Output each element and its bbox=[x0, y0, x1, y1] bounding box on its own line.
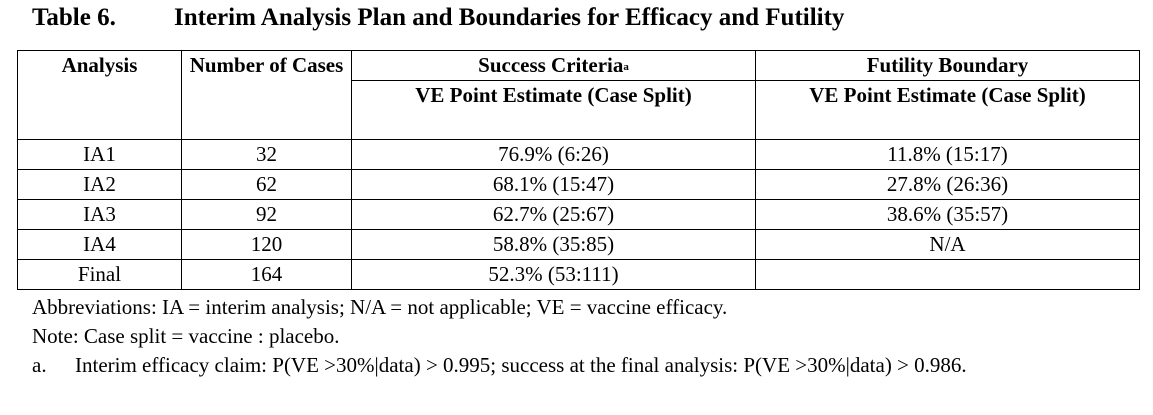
cell-success: 52.3% (53:111) bbox=[351, 259, 756, 290]
cell-futility: N/A bbox=[755, 229, 1140, 260]
cell-success: 58.8% (35:85) bbox=[351, 229, 756, 260]
cell-futility bbox=[755, 259, 1140, 290]
interim-analysis-table: Analysis Number of Cases Success Criteri… bbox=[17, 50, 1140, 290]
header-futility-sub: VE Point Estimate (Case Split) bbox=[755, 80, 1140, 140]
footnote-a: a. Interim efficacy claim: P(VE >30%|dat… bbox=[32, 351, 1142, 380]
table-title: Table 6. Interim Analysis Plan and Bounda… bbox=[32, 2, 844, 34]
cell-success: 76.9% (6:26) bbox=[351, 139, 756, 170]
cell-analysis: IA4 bbox=[17, 229, 182, 260]
table-caption: Interim Analysis Plan and Boundaries for… bbox=[174, 4, 845, 31]
cell-analysis: IA1 bbox=[17, 139, 182, 170]
cell-futility: 38.6% (35:57) bbox=[755, 199, 1140, 230]
table-row: Final 164 52.3% (53:111) bbox=[17, 259, 1140, 290]
cell-analysis: Final bbox=[17, 259, 182, 290]
header-success-label: Success Criteria bbox=[478, 53, 624, 77]
cell-success: 62.7% (25:67) bbox=[351, 199, 756, 230]
header-success-criteria: Success Criteriaa bbox=[351, 50, 756, 81]
footnote-a-text: Interim efficacy claim: P(VE >30%|data) … bbox=[75, 353, 967, 377]
table-row: IA4 120 58.8% (35:85) N/A bbox=[17, 229, 1140, 260]
cell-cases: 32 bbox=[181, 139, 352, 170]
cell-analysis: IA3 bbox=[17, 199, 182, 230]
table-number: Table 6. bbox=[32, 4, 116, 31]
cell-success: 68.1% (15:47) bbox=[351, 169, 756, 200]
header-futility-boundary: Futility Boundary bbox=[755, 50, 1140, 81]
cell-cases: 164 bbox=[181, 259, 352, 290]
header-success-sub: VE Point Estimate (Case Split) bbox=[351, 80, 756, 140]
case-split-note: Note: Case split = vaccine : placebo. bbox=[32, 324, 340, 348]
cell-cases: 62 bbox=[181, 169, 352, 200]
footnote-a-mark: a. bbox=[32, 353, 47, 377]
table-notes: Abbreviations: IA = interim analysis; N/… bbox=[32, 293, 1142, 380]
table-row: IA1 32 76.9% (6:26) 11.8% (15:17) bbox=[17, 139, 1140, 170]
subheader-row: VE Point Estimate (Case Split) VE Point … bbox=[18, 80, 1140, 140]
header-row: Analysis Number of Cases Success Criteri… bbox=[17, 50, 1140, 140]
header-analysis: Analysis bbox=[17, 50, 182, 140]
cell-futility: 27.8% (26:36) bbox=[755, 169, 1140, 200]
cell-cases: 120 bbox=[181, 229, 352, 260]
cell-analysis: IA2 bbox=[17, 169, 182, 200]
cell-futility: 11.8% (15:17) bbox=[755, 139, 1140, 170]
table-row: IA2 62 68.1% (15:47) 27.8% (26:36) bbox=[17, 169, 1140, 200]
header-cases: Number of Cases bbox=[181, 50, 352, 140]
abbreviations-note: Abbreviations: IA = interim analysis; N/… bbox=[32, 295, 728, 319]
table-row: IA3 92 62.7% (25:67) 38.6% (35:57) bbox=[17, 199, 1140, 230]
cell-cases: 92 bbox=[181, 199, 352, 230]
footnote-mark-a: a bbox=[623, 61, 629, 73]
